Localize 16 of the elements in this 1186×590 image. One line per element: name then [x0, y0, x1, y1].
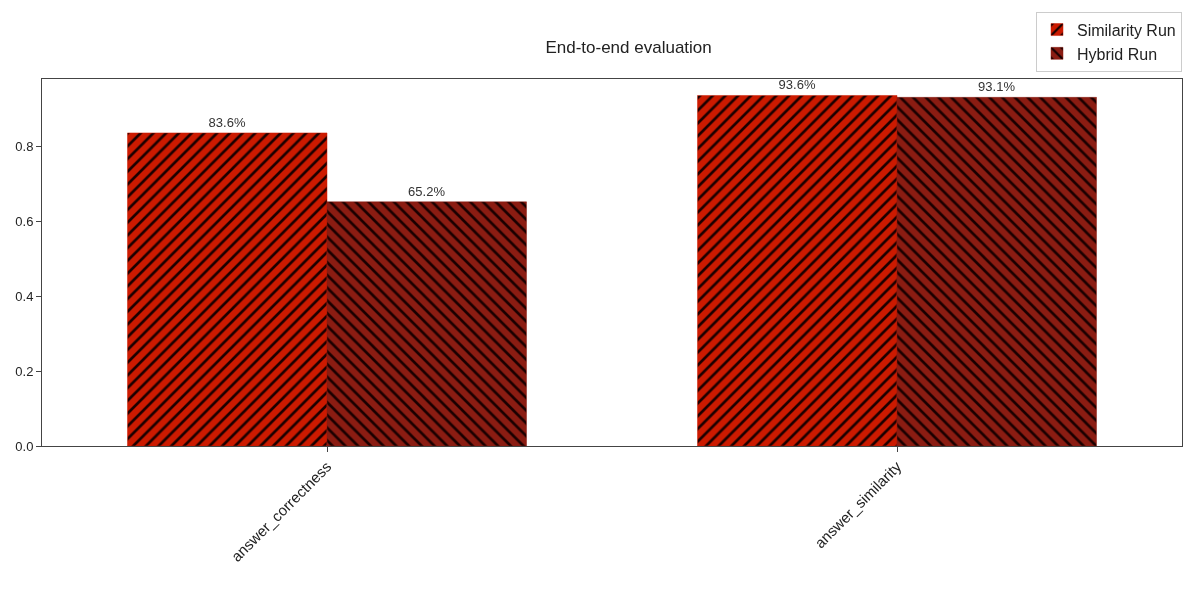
- bar: [326, 201, 527, 446]
- y-tick-label: 0.6: [15, 213, 34, 229]
- text: Similarity Run: [1077, 21, 1176, 39]
- data-label: 83.6%: [208, 114, 246, 130]
- text: Hybrid Run: [1077, 45, 1158, 63]
- data-label: 93.6%: [778, 77, 816, 93]
- bar: [127, 132, 328, 446]
- bar: [697, 95, 898, 446]
- y-tick-label: 0.8: [15, 138, 34, 154]
- y-tick-label: 0.4: [15, 288, 34, 304]
- y-tick-label: 0.2: [15, 363, 34, 379]
- chart-title: End-to-end evaluation: [545, 38, 712, 58]
- bar: [896, 97, 1097, 446]
- data-label: 93.1%: [978, 79, 1016, 95]
- y-tick-label: 0.0: [15, 438, 34, 454]
- data-label: 65.2%: [408, 183, 446, 199]
